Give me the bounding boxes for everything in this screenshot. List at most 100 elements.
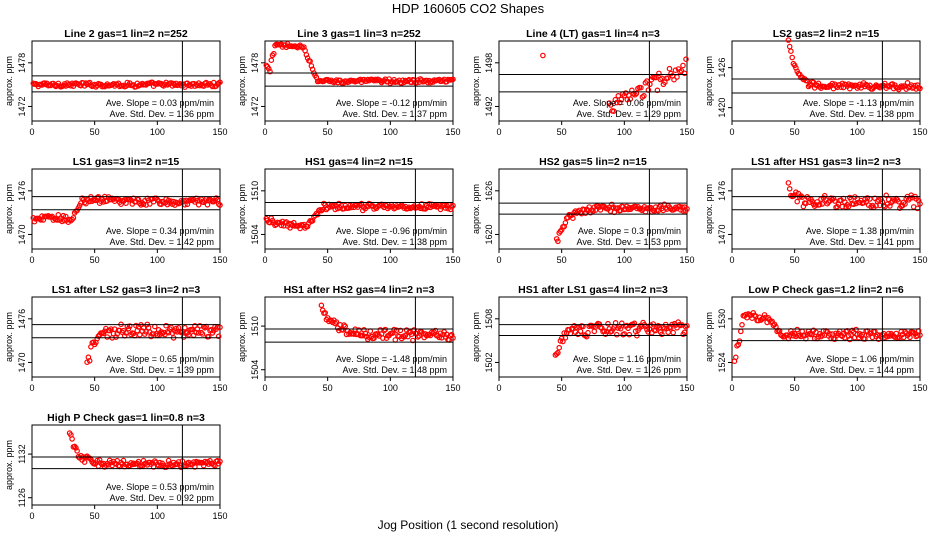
data-point [157, 459, 163, 466]
x-tick-label: 100 [383, 127, 398, 137]
y-axis-label: approx. ppm [704, 312, 714, 362]
y-tick-label: 1476 [17, 309, 27, 329]
data-point [147, 201, 153, 207]
y-tick-label: 1126 [17, 488, 27, 507]
sd-annotation: Ave. Std. Dev. = 1.53 ppm [577, 237, 681, 247]
data-point [198, 329, 205, 336]
x-tick-label: 150 [212, 511, 227, 521]
data-point [363, 333, 370, 340]
data-point [902, 201, 908, 207]
data-point [674, 74, 680, 80]
x-tick-label: 150 [445, 255, 460, 265]
data-point [653, 74, 659, 81]
data-point [98, 460, 104, 466]
data-point [333, 319, 340, 325]
data-point [676, 203, 683, 210]
x-tick-label: 0 [29, 383, 34, 393]
data-point [318, 302, 325, 309]
data-point [613, 331, 620, 338]
y-axis-label: approx. ppm [237, 312, 247, 362]
data-point [617, 325, 624, 332]
y-tick-label: 1472 [250, 96, 260, 116]
data-point [298, 43, 305, 50]
data-point [788, 48, 794, 55]
sd-annotation: Ave. Std. Dev. = 1.29 ppm [577, 109, 681, 119]
data-point [127, 323, 133, 329]
y-tick-label: 1510 [250, 316, 260, 336]
slope-annotation: Ave. Slope = 0.03 ppm/min [106, 98, 214, 108]
y-tick-label: 1478 [17, 53, 27, 73]
y-axis-label: approx. ppm [471, 312, 481, 362]
panel-title: HS1 after HS2 gas=4 lin=2 n=3 [284, 284, 435, 296]
data-point [601, 328, 608, 334]
y-axis-label: approx. ppm [4, 312, 14, 362]
x-tick-label: 150 [679, 383, 694, 393]
panel-title: LS2 gas=2 lin=2 n=15 [773, 28, 880, 40]
data-point [831, 198, 838, 204]
panel-9: LS1 after LS2 gas=3 lin=2 n=3 0 50 100 150 14… [4, 284, 228, 393]
data-point [103, 462, 109, 468]
y-tick-label: 1626 [484, 181, 494, 201]
data-point [265, 65, 272, 72]
x-tick-label: 150 [912, 127, 927, 137]
data-point [786, 43, 793, 50]
data-point [450, 76, 456, 83]
x-tick-label: 100 [150, 127, 165, 137]
data-point [681, 329, 688, 336]
x-tick-label: 100 [617, 383, 632, 393]
data-point [819, 201, 826, 207]
x-tick-label: 100 [850, 383, 865, 393]
x-tick-label: 100 [850, 255, 865, 265]
y-axis-label: approx. ppm [704, 56, 714, 106]
data-point [154, 196, 161, 203]
panel-title: LS1 gas=3 lin=2 n=15 [73, 156, 180, 168]
data-point [214, 457, 221, 464]
panel-3: Line 4 (LT) gas=1 lin=4 n=3 0 50 100 150 1492… [471, 28, 695, 137]
x-tick-label: 100 [150, 255, 165, 265]
data-point [608, 201, 615, 208]
data-point [357, 76, 364, 83]
data-point [69, 436, 75, 442]
data-point [607, 102, 614, 108]
panel-title: HS2 gas=5 lin=2 n=15 [539, 156, 647, 168]
slope-annotation: Ave. Slope = 1.06 ppm/min [806, 354, 914, 364]
data-points [540, 52, 689, 115]
data-point [270, 50, 277, 57]
x-tick-label: 100 [850, 127, 865, 137]
data-point [667, 324, 674, 331]
y-axis-label: approx. ppm [704, 184, 714, 234]
data-point [914, 332, 921, 339]
panel-8: LS1 after HS1 gas=3 lin=2 n=3 0 50 100 150 14… [704, 156, 928, 265]
x-tick-label: 50 [323, 127, 333, 137]
data-point [217, 79, 223, 86]
data-points [66, 430, 223, 471]
data-point [794, 198, 801, 205]
data-point [391, 326, 397, 333]
panel-title: Low P Check gas=1.2 lin=2 n=6 [748, 284, 903, 296]
data-point [168, 324, 174, 331]
data-point [633, 90, 640, 97]
data-point [432, 327, 439, 334]
data-point [825, 199, 832, 205]
data-point [185, 331, 192, 338]
data-point [120, 82, 127, 89]
data-point [342, 323, 349, 330]
data-point [591, 328, 598, 335]
data-point [362, 330, 369, 337]
data-point [681, 70, 688, 77]
data-point [168, 198, 174, 205]
data-point [322, 310, 329, 316]
x-tick-label: 100 [617, 255, 632, 265]
data-point [914, 205, 921, 212]
data-point [356, 327, 362, 333]
data-points [785, 180, 923, 212]
data-point [556, 344, 563, 351]
data-point [884, 333, 891, 340]
data-point [680, 62, 686, 69]
data-point [418, 201, 425, 207]
slope-annotation: Ave. Slope = -0.12 ppm/min [336, 98, 447, 108]
panel-6: HS1 gas=4 lin=2 n=15 0 50 100 150 1504 1510app… [237, 156, 461, 265]
data-point [683, 56, 689, 63]
data-point [845, 203, 852, 210]
data-point [666, 65, 673, 72]
